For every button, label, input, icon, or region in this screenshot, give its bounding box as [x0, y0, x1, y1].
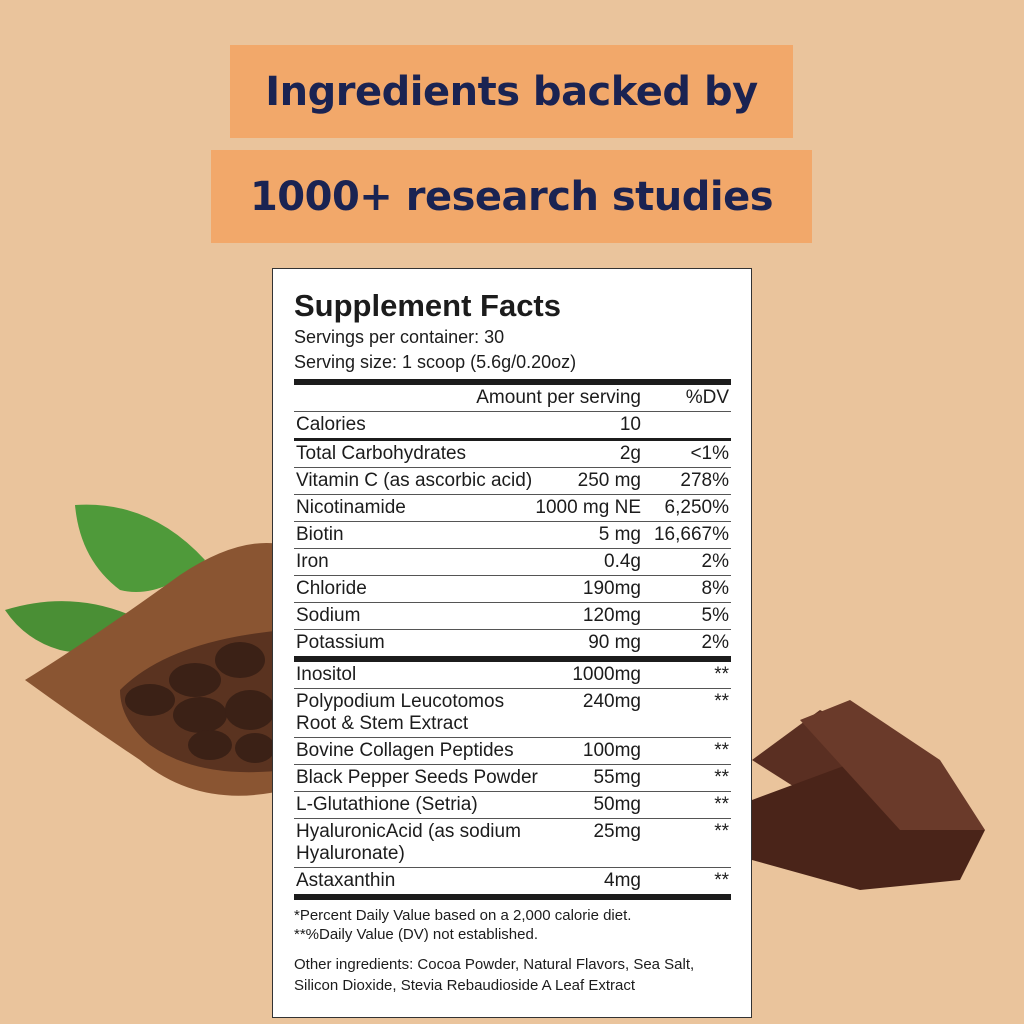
daily-value: **	[714, 821, 729, 842]
daily-value: 6,250%	[664, 497, 729, 518]
ingredient-name: Nicotinamide	[296, 497, 406, 518]
amount: 1000mg	[572, 664, 641, 685]
headline: 1000+ research studies	[211, 150, 812, 243]
table-row: Total Carbohydrates 2g <1%	[294, 441, 731, 468]
other-ingredients: Other ingredients: Cocoa Powder, Natural…	[294, 956, 695, 994]
table-row: Sodium 120mg 5%	[294, 603, 731, 630]
ingredient-name: Inositol	[296, 664, 357, 685]
ingredient-name: Polypodium Leucotomos Root & Stem Extrac…	[296, 691, 505, 734]
footnote: **%Daily Value (DV) not established.	[294, 926, 539, 943]
table-row: Black Pepper Seeds Powder 55mg **	[294, 765, 731, 792]
footnote: *Percent Daily Value based on a 2,000 ca…	[294, 907, 632, 924]
table-row: Polypodium Leucotomos Root & Stem Extrac…	[294, 689, 731, 738]
amount: 190mg	[582, 578, 641, 599]
ingredient-name: Astaxanthin	[296, 870, 396, 891]
table-row: Inositol 1000mg **	[294, 662, 731, 689]
amount: 1000 mg NE	[535, 497, 641, 518]
daily-value: 278%	[680, 470, 729, 491]
daily-value: 8%	[701, 578, 729, 599]
headline: Ingredients backed by	[230, 45, 793, 138]
amount: 10	[619, 414, 641, 435]
ingredient-name: Chloride	[296, 578, 367, 599]
amount: 4mg	[604, 870, 641, 891]
daily-value: 2%	[701, 551, 729, 572]
ingredient-name: Vitamin C (as ascorbic acid)	[296, 470, 533, 491]
table-row: Potassium 90 mg 2%	[294, 630, 731, 662]
serving-size: Serving size: 1 scoop (5.6g/0.20oz)	[294, 350, 731, 385]
header-cell: Amount per serving	[476, 387, 641, 408]
daily-value: **	[714, 794, 729, 815]
amount: 50mg	[593, 794, 641, 815]
daily-value: **	[714, 767, 729, 788]
header-cell: %DV	[685, 387, 729, 408]
table-row: Nicotinamide 1000 mg NE 6,250%	[294, 495, 731, 522]
daily-value: **	[714, 664, 729, 685]
label-title: Supplement Facts	[294, 288, 561, 323]
daily-value: 16,667%	[653, 524, 729, 545]
ingredient-name: Bovine Collagen Peptides	[296, 740, 514, 761]
table-row: Bovine Collagen Peptides 100mg **	[294, 738, 731, 765]
amount: 55mg	[593, 767, 641, 788]
amount: 240mg	[582, 691, 641, 712]
amount: 0.4g	[604, 551, 641, 572]
servings: Servings per container: 30	[294, 327, 505, 347]
table-row: Vitamin C (as ascorbic acid) 250 mg 278%	[294, 468, 731, 495]
amount: 2g	[619, 443, 641, 464]
ingredient-name: HyaluronicAcid (as sodium Hyaluronate)	[296, 821, 521, 864]
table-row: Iron 0.4g 2%	[294, 549, 731, 576]
table-row: Chloride 190mg 8%	[294, 576, 731, 603]
ingredient-name: Total Carbohydrates	[296, 443, 467, 464]
ingredient-name: Iron	[296, 551, 329, 572]
amount: 90 mg	[588, 632, 641, 653]
table-row: HyaluronicAcid (as sodium Hyaluronate) 25…	[294, 819, 731, 868]
ingredient-name: Biotin	[296, 524, 344, 545]
amount: 120mg	[582, 605, 641, 626]
ingredient-name: Calories	[296, 414, 366, 435]
daily-value	[641, 414, 729, 436]
supplement-label: Supplement Facts Servings per container:…	[272, 268, 752, 1018]
amount: 100mg	[582, 740, 641, 761]
ingredient-name: Black Pepper Seeds Powder	[296, 767, 538, 788]
table-row: Biotin 5 mg 16,667%	[294, 522, 731, 549]
table-row: Astaxanthin 4mg **	[294, 868, 731, 900]
ingredient-name: Sodium	[296, 605, 361, 626]
amount: 25mg	[593, 821, 641, 842]
amount: 250 mg	[577, 470, 641, 491]
table-row: L-Glutathione (Setria) 50mg **	[294, 792, 731, 819]
daily-value: 2%	[701, 632, 729, 653]
ingredient-name: Potassium	[296, 632, 385, 653]
daily-value: **	[714, 870, 729, 891]
ingredient-name: L-Glutathione (Setria)	[296, 794, 478, 815]
daily-value: 5%	[701, 605, 729, 626]
amount: 5 mg	[598, 524, 641, 545]
table-header: Amount per serving %DV	[294, 385, 731, 412]
table-row: Calories 10	[294, 412, 731, 441]
daily-value: **	[714, 740, 729, 761]
rows: Calories 10 Total Carbohydrates 2g <1% Vitami…	[294, 412, 731, 900]
daily-value: **	[714, 691, 729, 712]
daily-value: <1%	[690, 443, 729, 464]
